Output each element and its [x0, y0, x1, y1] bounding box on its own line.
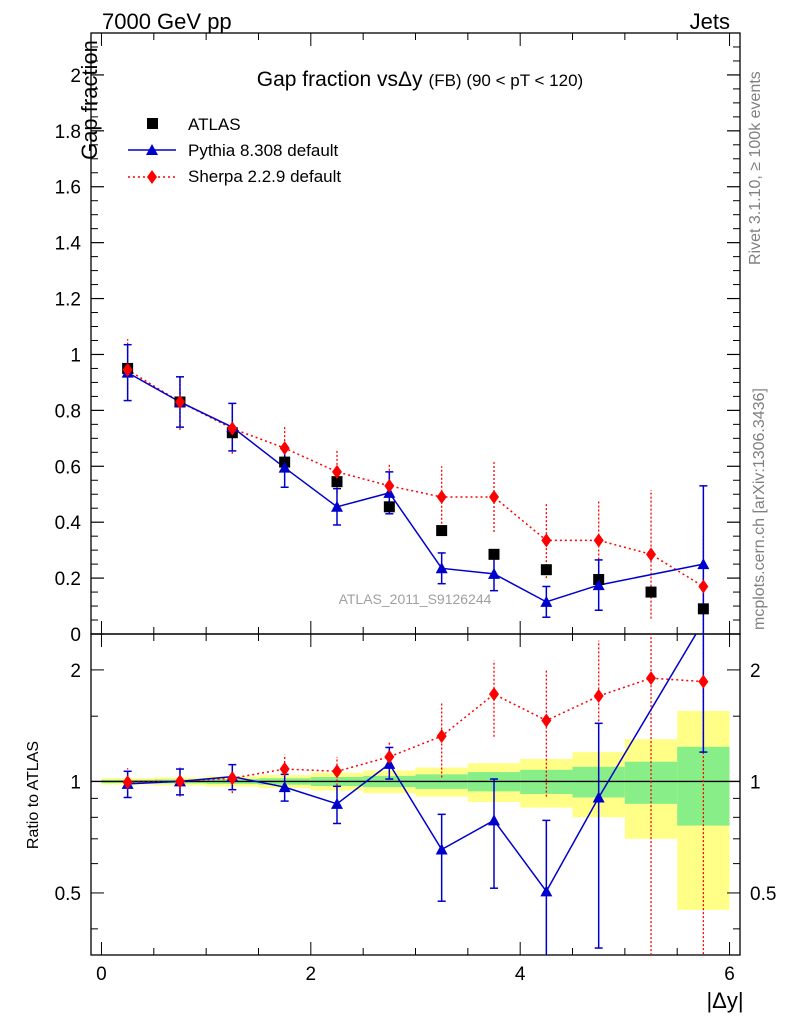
sherpa-point — [331, 464, 342, 479]
main-ytick-label: 0.4 — [55, 513, 82, 534]
legend-pythia-marker — [146, 144, 158, 155]
pythia-point — [540, 595, 553, 607]
main-title-sub: (FB) (90 < pT < 120) — [429, 71, 584, 90]
main-ytick-label: 1.8 — [55, 122, 81, 143]
ratio-pythia-point — [278, 781, 291, 793]
pythia-point — [697, 558, 710, 570]
sherpa-point — [384, 478, 395, 493]
ratio-sherpa-point — [436, 729, 447, 744]
main-ytick-label: 0.8 — [55, 401, 81, 422]
rivet-version-text: Rivet 3.1.10, ≥ 100k events — [747, 71, 764, 265]
pythia-point — [278, 461, 291, 473]
ratio-xtick-label: 4 — [515, 964, 526, 985]
sherpa-point — [646, 547, 657, 562]
ratio-sherpa-point — [541, 713, 552, 728]
ratio-ytick-label-right: 2 — [750, 661, 761, 682]
sherpa-point — [541, 533, 552, 548]
ratio-sherpa-point — [384, 749, 395, 764]
sherpa-point — [227, 421, 238, 436]
ratio-sherpa-point — [227, 771, 238, 786]
ratio-sherpa-point — [489, 687, 500, 702]
ratio-sherpa-point — [593, 689, 604, 704]
ratio-pythia-point — [488, 814, 501, 826]
pythia-line — [127, 371, 704, 603]
atlas-point — [488, 548, 500, 560]
sherpa-point — [593, 533, 604, 548]
ratio-ytick-label-right: 1 — [750, 772, 761, 793]
header-left: 7000 GeV pp — [102, 9, 232, 34]
atlas-point — [383, 501, 395, 513]
sherpa-point — [174, 394, 185, 409]
analysis-label: ATLAS_2011_S9126244 — [339, 591, 492, 607]
sherpa-point — [698, 579, 709, 594]
main-ytick-label: 0.2 — [55, 569, 81, 590]
ratio-ytick-label: 1 — [70, 772, 81, 793]
ratio-ytick-label-right: 0.5 — [750, 884, 776, 905]
atlas-point — [645, 586, 657, 598]
sherpa-point — [122, 362, 133, 377]
pythia-point — [592, 579, 605, 591]
ratio-pythia-point — [330, 797, 343, 809]
pythia-point — [330, 500, 343, 512]
ratio-pythia-point — [540, 885, 553, 897]
main-ytick-label: 1.6 — [55, 178, 81, 199]
legend-sherpa-label: Sherpa 2.2.9 default — [188, 167, 341, 186]
main-ytick-label: 0 — [70, 625, 81, 646]
ratio-xtick-label: 0 — [96, 964, 107, 985]
ratio-ylabel: Ratio to ATLAS — [25, 741, 42, 849]
header-right: Jets — [690, 9, 730, 34]
main-title: Gap fraction vsΔy (FB) (90 < pT < 120) — [257, 68, 583, 91]
legend-atlas-marker — [147, 118, 158, 129]
ratio-sherpa-point — [122, 775, 133, 790]
atlas-point — [540, 564, 552, 576]
xlabel: |Δy| — [706, 988, 743, 1013]
main-ytick-label: 0.6 — [55, 457, 81, 478]
ratio-sherpa-point — [331, 764, 342, 779]
legend-atlas-label: ATLAS — [188, 115, 241, 134]
ratio-pythia-point — [435, 843, 448, 855]
sherpa-point — [436, 490, 447, 505]
sherpa-line — [127, 369, 704, 588]
sherpa-point — [489, 490, 500, 505]
main-title-text: Gap fraction vsΔy — [257, 68, 423, 91]
main-ylabel: Gap fraction — [77, 40, 102, 160]
mcplots-text: mcplots.cern.ch [arXiv:1306.3436] — [751, 388, 768, 630]
ratio-ytick-label: 2 — [70, 661, 81, 682]
legend-sherpa-marker — [147, 170, 157, 184]
main-ytick-label: 1.2 — [55, 290, 81, 311]
ratio-sherpa-line — [127, 677, 704, 783]
ratio-sherpa-point — [279, 762, 290, 777]
legend-pythia-label: Pythia 8.308 default — [188, 141, 339, 160]
atlas-point — [331, 476, 343, 488]
main-ytick-label: 1 — [70, 345, 81, 366]
atlas-point — [436, 525, 448, 537]
pythia-point — [435, 562, 448, 574]
ratio-xtick-label: 6 — [724, 964, 735, 985]
ratio-sherpa-point — [174, 774, 185, 789]
sherpa-point — [279, 441, 290, 456]
main-ytick-label: 1.4 — [55, 234, 82, 255]
ratio-ytick-label: 0.5 — [55, 884, 81, 905]
pythia-point — [488, 567, 501, 579]
ratio-xtick-label: 2 — [306, 964, 317, 985]
atlas-point — [697, 603, 709, 615]
ratio-sherpa-point — [646, 671, 657, 686]
ratio-pythia-point — [592, 791, 605, 803]
legend: ATLAS Pythia 8.308 default Sherpa 2.2.9 … — [128, 115, 341, 186]
ratio-sherpa-point — [698, 674, 709, 689]
main-ytick-label: 2 — [70, 66, 81, 87]
